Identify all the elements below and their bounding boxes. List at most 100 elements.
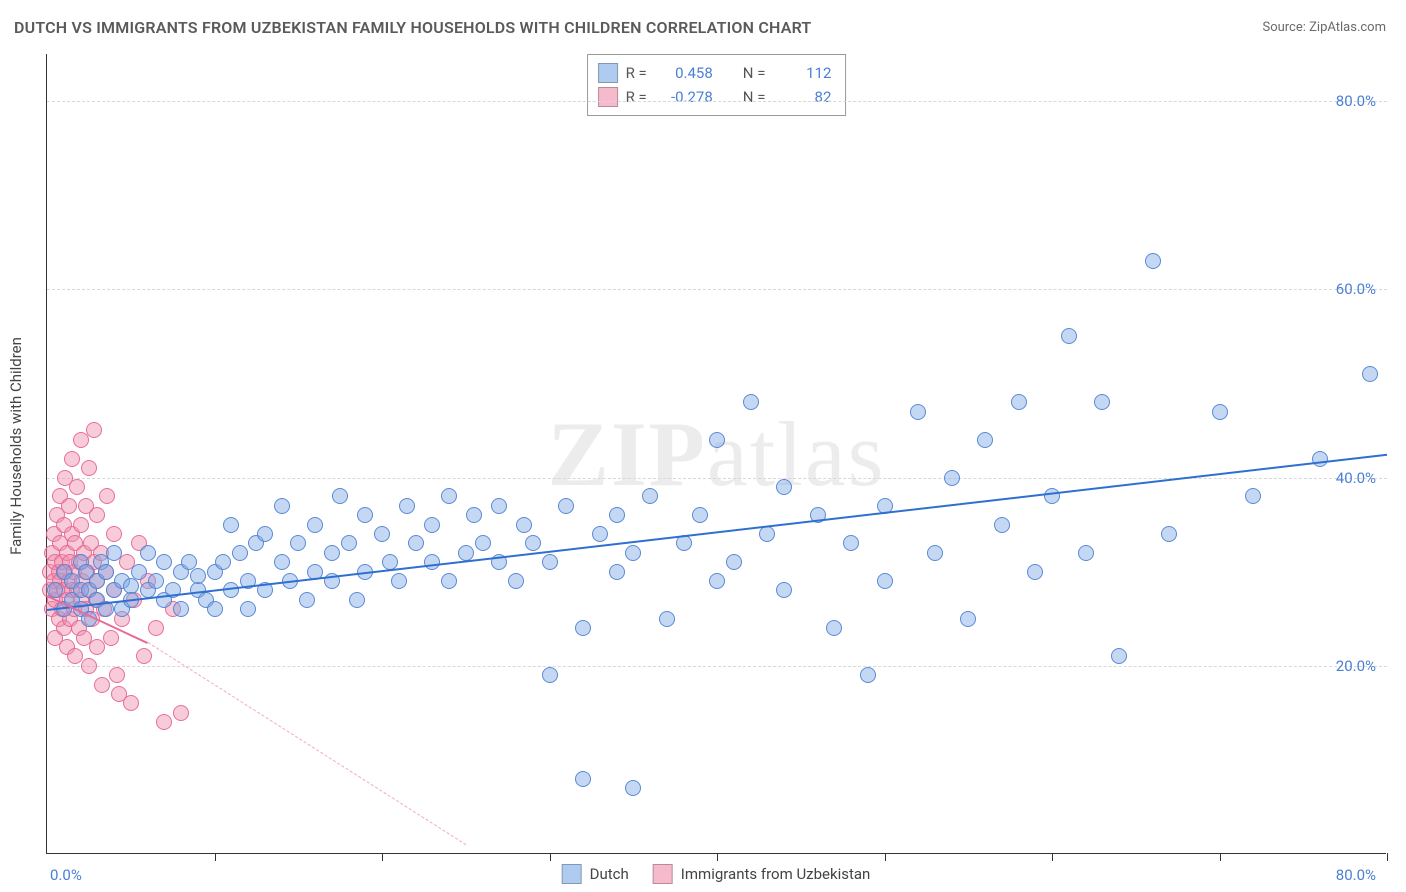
point-pink xyxy=(89,507,105,523)
chart-title: DUTCH VS IMMIGRANTS FROM UZBEKISTAN FAMI… xyxy=(14,18,811,37)
point-blue xyxy=(215,554,231,570)
y-tick-label: 20.0% xyxy=(1336,657,1376,675)
stat-n-label: N = xyxy=(743,61,766,85)
point-blue xyxy=(299,592,315,608)
point-blue xyxy=(324,545,340,561)
point-blue xyxy=(1061,328,1077,344)
point-blue xyxy=(341,535,357,551)
point-pink xyxy=(136,648,152,664)
point-blue xyxy=(332,488,348,504)
point-blue xyxy=(542,667,558,683)
point-blue xyxy=(156,554,172,570)
source-credit: Source: ZipAtlas.com xyxy=(1262,20,1386,35)
point-blue xyxy=(642,488,658,504)
point-blue xyxy=(625,780,641,796)
point-blue xyxy=(977,432,993,448)
point-blue xyxy=(516,517,532,533)
point-blue xyxy=(374,526,390,542)
stats-row-blue: R = 0.458 N = 112 xyxy=(598,61,832,85)
point-blue xyxy=(927,545,943,561)
stat-r-label: R = xyxy=(626,61,647,85)
point-blue xyxy=(994,517,1010,533)
point-blue xyxy=(1027,564,1043,580)
stat-n-value: 112 xyxy=(773,61,831,85)
point-blue xyxy=(357,507,373,523)
point-blue xyxy=(743,394,759,410)
point-blue xyxy=(1362,366,1378,382)
point-blue xyxy=(441,573,457,589)
point-blue xyxy=(466,507,482,523)
point-blue xyxy=(960,611,976,627)
point-blue xyxy=(1094,394,1110,410)
point-blue xyxy=(1245,488,1261,504)
point-blue xyxy=(843,535,859,551)
point-blue xyxy=(944,470,960,486)
swatch-pink-icon xyxy=(653,864,673,884)
point-blue xyxy=(173,601,189,617)
bottom-legend: Dutch Immigrants from Uzbekistan xyxy=(562,864,871,884)
point-pink xyxy=(86,422,102,438)
point-blue xyxy=(609,507,625,523)
x-tick xyxy=(885,853,886,861)
y-axis-label: Family Households with Children xyxy=(7,337,25,555)
point-blue xyxy=(575,620,591,636)
point-blue xyxy=(131,564,147,580)
point-blue xyxy=(1078,545,1094,561)
stat-r-value: -0.278 xyxy=(655,85,713,109)
point-blue xyxy=(140,545,156,561)
swatch-pink-icon xyxy=(598,87,618,107)
point-pink xyxy=(106,526,122,542)
point-blue xyxy=(240,601,256,617)
trend-line-pink-extrapolated xyxy=(147,642,466,845)
point-blue xyxy=(1161,526,1177,542)
point-blue xyxy=(609,564,625,580)
point-pink xyxy=(156,714,172,730)
point-blue xyxy=(525,535,541,551)
point-pink xyxy=(69,479,85,495)
point-blue xyxy=(424,517,440,533)
stat-r-value: 0.458 xyxy=(655,61,713,85)
point-blue xyxy=(399,498,415,514)
point-blue xyxy=(148,573,164,589)
point-blue xyxy=(910,404,926,420)
point-blue xyxy=(257,526,273,542)
x-tick xyxy=(550,853,551,861)
point-blue xyxy=(726,554,742,570)
point-blue xyxy=(542,554,558,570)
point-blue xyxy=(659,611,675,627)
point-blue xyxy=(1011,394,1027,410)
point-pink xyxy=(109,667,125,683)
point-blue xyxy=(274,498,290,514)
x-axis-end-label: 80.0% xyxy=(1336,866,1376,884)
swatch-blue-icon xyxy=(562,864,582,884)
swatch-blue-icon xyxy=(598,63,618,83)
point-blue xyxy=(491,498,507,514)
stat-n-value: 82 xyxy=(773,85,831,109)
x-tick xyxy=(1220,853,1221,861)
point-blue xyxy=(190,568,206,584)
x-tick xyxy=(1387,853,1388,861)
point-blue xyxy=(625,545,641,561)
point-blue xyxy=(709,573,725,589)
point-pink xyxy=(81,460,97,476)
stat-n-label: N = xyxy=(743,85,766,109)
stat-r-label: R = xyxy=(626,85,647,109)
point-blue xyxy=(759,526,775,542)
point-blue xyxy=(207,601,223,617)
point-blue xyxy=(475,535,491,551)
point-pink xyxy=(173,705,189,721)
point-blue xyxy=(98,564,114,580)
point-blue xyxy=(1145,253,1161,269)
point-pink xyxy=(99,488,115,504)
point-blue xyxy=(307,517,323,533)
point-blue xyxy=(877,573,893,589)
point-pink xyxy=(94,677,110,693)
point-blue xyxy=(692,507,708,523)
x-tick xyxy=(1052,853,1053,861)
point-blue xyxy=(408,535,424,551)
plot-area: ZIPatlas R = 0.458 N = 112 R = -0.278 N … xyxy=(46,54,1386,854)
point-blue xyxy=(575,771,591,787)
point-blue xyxy=(508,573,524,589)
y-tick-label: 40.0% xyxy=(1336,469,1376,487)
x-tick xyxy=(382,853,383,861)
